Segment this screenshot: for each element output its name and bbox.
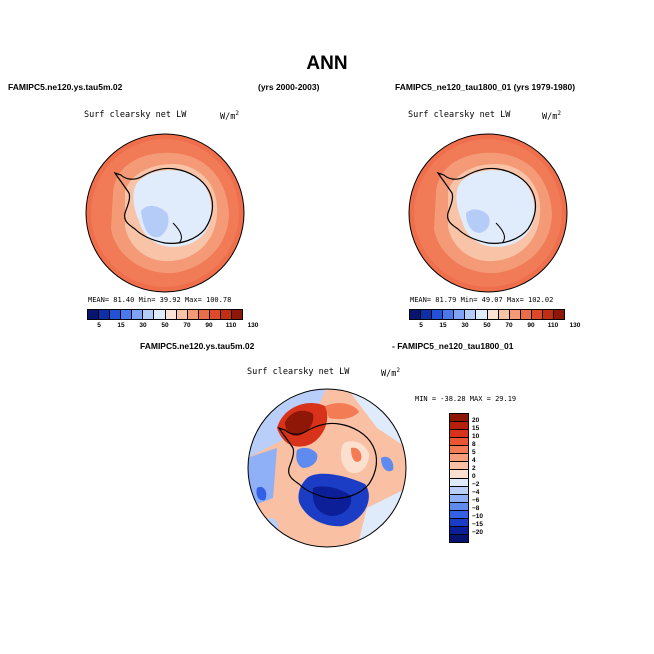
colorbar-swatch xyxy=(450,462,468,471)
panel1-case-label: FAMIPC5.ne120.ys.tau5m.02 xyxy=(8,82,123,92)
colorbar-swatch xyxy=(220,310,233,319)
colorbar-swatch xyxy=(154,310,166,319)
colorbar-tick-label: 130 xyxy=(569,322,581,329)
colorbar-swatch xyxy=(465,310,477,319)
colorbar-tick-label: 110 xyxy=(225,322,237,329)
colorbar-tick-label: 130 xyxy=(247,322,259,329)
colorbar-tick-label: −8 xyxy=(472,505,480,512)
colorbar-swatch xyxy=(476,310,488,319)
colorbar-tick-label: 90 xyxy=(205,322,213,329)
panel2-units-label: W/m2 xyxy=(542,110,561,122)
colorbar-swatch xyxy=(421,310,433,319)
colorbar-tick-label: −6 xyxy=(472,497,480,504)
colorbar-swatch xyxy=(132,310,144,319)
colorbar-swatch xyxy=(450,478,468,487)
colorbar-tick-label: 15 xyxy=(117,322,125,329)
colorbar-swatch xyxy=(450,446,468,455)
colorbar-tick-label: 15 xyxy=(472,425,480,432)
colorbar-tick-label: 30 xyxy=(139,322,147,329)
colorbar-swatch xyxy=(450,454,468,463)
colorbar-tick-label: 2 xyxy=(472,465,476,472)
colorbar-swatch xyxy=(88,310,100,319)
colorbar-swatch xyxy=(143,310,155,319)
colorbar-tick-label: 70 xyxy=(505,322,513,329)
colorbar-swatch xyxy=(487,310,499,319)
colorbar-swatch xyxy=(450,470,468,479)
colorbar-swatch xyxy=(110,310,122,319)
colorbar-tick-label: −20 xyxy=(472,529,484,536)
diff-polar-map xyxy=(247,388,407,548)
colorbar-swatch xyxy=(99,310,111,319)
panel2-colorbar xyxy=(409,309,565,320)
diff-case-a-label: FAMIPC5.ne120.ys.tau5m.02 xyxy=(140,341,255,351)
colorbar-swatch xyxy=(450,430,468,439)
panel2-polar-map xyxy=(408,133,568,293)
colorbar-swatch xyxy=(450,502,468,511)
colorbar-swatch xyxy=(450,422,468,431)
colorbar-tick-label: 15 xyxy=(439,322,447,329)
colorbar-swatch xyxy=(450,526,468,535)
colorbar-tick-label: 4 xyxy=(472,457,476,464)
colorbar-swatch xyxy=(454,310,466,319)
colorbar-swatch xyxy=(121,310,133,319)
colorbar-swatch xyxy=(176,310,188,319)
colorbar-tick-label: 5 xyxy=(97,322,101,329)
colorbar-swatch xyxy=(443,310,455,319)
colorbar-tick-label: 5 xyxy=(419,322,423,329)
colorbar-swatch xyxy=(165,310,177,319)
colorbar-swatch xyxy=(410,310,422,319)
colorbar-tick-label: −15 xyxy=(472,521,484,528)
colorbar-swatch xyxy=(542,310,555,319)
colorbar-swatch xyxy=(450,534,468,542)
colorbar-swatch xyxy=(450,518,468,527)
colorbar-swatch xyxy=(450,494,468,503)
colorbar-tick-label: 0 xyxy=(472,473,476,480)
colorbar-tick-label: −4 xyxy=(472,489,480,496)
colorbar-tick-label: 50 xyxy=(161,322,169,329)
panel1-polar-map xyxy=(85,133,245,293)
colorbar-swatch xyxy=(450,486,468,495)
colorbar-swatch xyxy=(520,310,532,319)
panel2-stats: MEAN= 81.79 Min= 49.07 Max= 102.02 xyxy=(410,296,554,304)
colorbar-tick-label: −10 xyxy=(472,513,484,520)
colorbar-swatch xyxy=(187,310,199,319)
diff-variable-label: Surf clearsky net LW xyxy=(247,367,350,377)
colorbar-tick-label: 90 xyxy=(527,322,535,329)
colorbar-swatch xyxy=(531,310,543,319)
panel2-variable-label: Surf clearsky net LW xyxy=(408,110,511,120)
diff-case-b-label: - FAMIPC5_ne120_tau1800_01 xyxy=(392,341,514,351)
colorbar-tick-label: 70 xyxy=(183,322,191,329)
colorbar-swatch xyxy=(554,310,565,319)
panel1-colorbar xyxy=(87,309,243,320)
colorbar-tick-label: 30 xyxy=(461,322,469,329)
colorbar-tick-label: 50 xyxy=(483,322,491,329)
colorbar-tick-label: 20 xyxy=(472,417,480,424)
colorbar-tick-label: 8 xyxy=(472,441,476,448)
panel1-units-label: W/m2 xyxy=(220,110,239,122)
colorbar-swatch xyxy=(232,310,243,319)
colorbar-tick-label: 10 xyxy=(472,433,480,440)
panel1-variable-label: Surf clearsky net LW xyxy=(84,110,187,120)
colorbar-tick-label: 5 xyxy=(472,449,476,456)
panel1-stats: MEAN= 81.40 Min= 39.92 Max= 100.78 xyxy=(88,296,232,304)
colorbar-swatch xyxy=(450,438,468,447)
colorbar-swatch xyxy=(209,310,221,319)
diff-units-label: W/m2 xyxy=(381,367,400,379)
diff-minmax: MIN = -38.28 MAX = 29.19 xyxy=(415,395,517,403)
colorbar-swatch xyxy=(450,510,468,519)
panel1-years-label: (yrs 2000-2003) xyxy=(258,82,320,92)
colorbar-swatch xyxy=(498,310,510,319)
colorbar-swatch xyxy=(509,310,521,319)
colorbar-swatch xyxy=(450,414,468,423)
colorbar-swatch xyxy=(432,310,444,319)
diff-colorbar xyxy=(449,413,469,543)
colorbar-tick-label: 110 xyxy=(547,322,559,329)
panel2-case-label: FAMIPC5_ne120_tau1800_01 (yrs 1979-1980) xyxy=(395,82,576,92)
colorbar-swatch xyxy=(198,310,210,319)
page-title: ANN xyxy=(306,53,348,74)
colorbar-tick-label: −2 xyxy=(472,481,480,488)
